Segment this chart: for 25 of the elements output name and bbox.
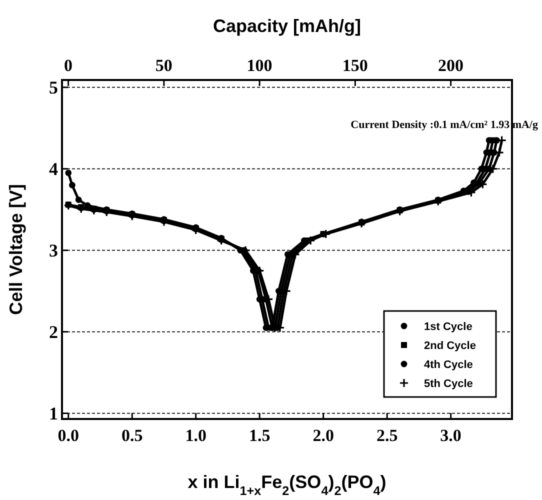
x-tick-label: 3.0 [440,426,462,445]
x2-tick-label: 50 [155,56,172,75]
legend-label: 2nd Cycle [424,340,476,352]
legend-label: 1st Cycle [424,320,472,333]
y-tick-label: 2 [49,322,58,342]
x-tick-label: 0.5 [121,426,143,445]
x2-axis-title: Capacity [mAh/g] [212,16,362,36]
y-tick-label: 5 [49,78,58,98]
x2-tick-label: 0 [64,56,73,75]
x-tick-label: 0.0 [58,426,79,445]
x2-tick-label: 150 [342,56,368,75]
x2-tick-label: 200 [438,56,464,75]
x-tick-label: 2.5 [376,426,398,445]
y-tick-label: 4 [49,159,58,180]
y-tick-label: 3 [49,240,58,261]
x-tick-label: 2.0 [312,426,334,445]
x-tick-label: 1.5 [248,426,270,445]
y-tick-label: 1 [49,404,58,424]
legend-label: 4th Cycle [424,358,473,371]
y-axis-title: Cell Voltage [V] [6,184,26,315]
legend-label: 5th Cycle [424,378,473,390]
text: x in Li$_{1+x}$Fe$_{2}$(SO$_{4}$)$_{2}$(PO$_{4}$) [188,472,386,498]
x2-tick-label: 100 [246,56,272,75]
x-tick-label: 1.0 [185,426,206,445]
annotation: Current Density :0.1 mA/cm² 1.93 mA/g [350,119,538,131]
